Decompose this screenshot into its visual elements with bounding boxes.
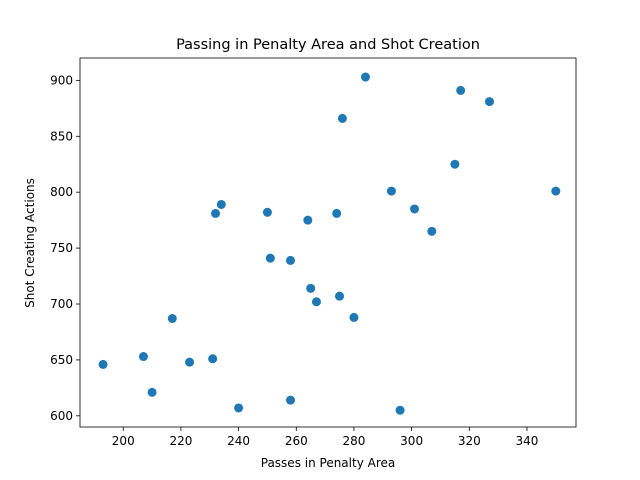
- data-point-9: [262, 207, 272, 217]
- y-tick-label-5: 850: [50, 129, 73, 143]
- data-point-15: [311, 297, 321, 307]
- data-point-16: [332, 208, 342, 218]
- data-point-7: [216, 199, 226, 209]
- y-tick-label-0: 600: [50, 409, 73, 423]
- x-tick-label-5: 300: [400, 434, 423, 448]
- data-point-8: [234, 403, 244, 413]
- data-point-26: [456, 85, 466, 95]
- data-point-4: [185, 357, 195, 367]
- x-tick-label-6: 320: [458, 434, 481, 448]
- data-point-25: [450, 159, 460, 169]
- data-point-0: [98, 359, 108, 369]
- y-axis-label: Shot Creating Actions: [23, 178, 37, 308]
- data-point-24: [427, 226, 437, 236]
- data-point-14: [306, 283, 316, 293]
- x-tick-label-2: 240: [227, 434, 250, 448]
- data-point-13: [303, 215, 313, 225]
- y-tick-label-2: 700: [50, 297, 73, 311]
- data-point-10: [265, 253, 275, 263]
- data-point-6: [211, 208, 221, 218]
- x-tick-label-7: 340: [516, 434, 539, 448]
- data-point-12: [286, 395, 296, 405]
- data-point-19: [349, 312, 359, 322]
- x-tick-label-3: 260: [285, 434, 308, 448]
- data-point-3: [167, 314, 177, 324]
- data-points: [98, 72, 561, 415]
- data-point-22: [395, 405, 405, 415]
- y-tick-label-6: 900: [50, 73, 73, 87]
- data-point-1: [138, 352, 148, 362]
- data-point-17: [335, 291, 345, 301]
- data-point-23: [410, 204, 420, 214]
- x-tick-label-1: 220: [169, 434, 192, 448]
- data-point-27: [484, 97, 494, 107]
- data-point-5: [208, 354, 218, 364]
- data-point-28: [551, 186, 561, 196]
- y-tick-label-4: 800: [50, 185, 73, 199]
- data-point-18: [337, 113, 347, 123]
- axis-ticks: 200 220 240 260 280 300 320 340 600 650 700 750 800 8…: [50, 73, 538, 448]
- y-tick-label-1: 650: [50, 353, 73, 367]
- data-point-20: [360, 72, 370, 82]
- y-tick-label-3: 750: [50, 241, 73, 255]
- data-point-2: [147, 387, 157, 397]
- data-point-21: [386, 186, 396, 196]
- x-tick-label-0: 200: [112, 434, 135, 448]
- x-tick-label-4: 280: [343, 434, 366, 448]
- chart-title: Passing in Penalty Area and Shot Creatio…: [176, 37, 480, 53]
- data-point-11: [286, 255, 296, 265]
- plot-frame: [79, 57, 577, 428]
- x-axis-label: Passes in Penalty Area: [261, 456, 395, 470]
